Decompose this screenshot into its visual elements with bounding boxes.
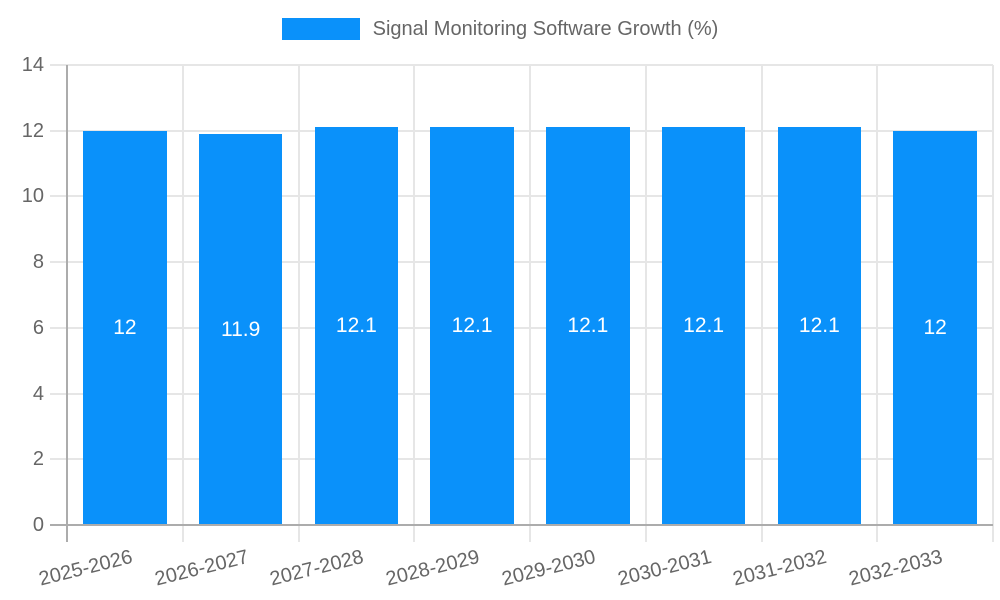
gridline-horizontal (50, 392, 993, 395)
y-tick-label: 12 (21, 119, 44, 142)
bar-value-label: 12 (113, 315, 137, 339)
gridline-horizontal (50, 326, 993, 329)
y-tick-label: 14 (21, 54, 44, 76)
x-tick-label: 2029-2030 (499, 545, 598, 591)
chart-legend: Signal Monitoring Software Growth (%) (0, 16, 1000, 42)
bar (893, 130, 977, 525)
bar (198, 134, 283, 525)
gridline-vertical (529, 65, 531, 542)
x-tick-label: 2030-2031 (615, 545, 714, 591)
bar (546, 127, 630, 525)
bar-value-label: 11.9 (220, 317, 261, 341)
bar-value-label: 12.1 (335, 314, 377, 338)
y-tick-label: 2 (32, 448, 44, 471)
bar (430, 127, 514, 525)
gridline-vertical (760, 65, 763, 542)
bar-value-label: 12 (923, 315, 947, 339)
x-tick-label: 2026-2027 (152, 545, 251, 591)
gridline-horizontal (50, 64, 993, 66)
bar (314, 127, 399, 525)
bar (661, 127, 746, 525)
x-tick-label: 2028-2029 (383, 545, 482, 591)
gridline-vertical (992, 65, 994, 542)
gridline-horizontal (50, 261, 993, 264)
gridline-vertical (644, 65, 647, 542)
gridline-vertical (297, 65, 300, 542)
bar (83, 130, 167, 525)
bar-value-label: 12.1 (567, 314, 609, 338)
gridline-vertical (876, 65, 879, 542)
legend-item[interactable]: Signal Monitoring Software Growth (%) (281, 16, 719, 42)
x-tick-label: 2031-2032 (731, 545, 830, 591)
gridline-horizontal (50, 195, 993, 198)
y-tick-label: 6 (32, 316, 44, 339)
y-axis-line (66, 65, 68, 542)
bar-value-label: 12.1 (683, 314, 725, 338)
x-tick-label: 2025-2026 (36, 545, 135, 591)
legend-swatch-icon (281, 18, 360, 40)
y-tick-label: 8 (32, 251, 44, 274)
gridline-vertical (413, 65, 416, 542)
x-tick-label: 2027-2028 (268, 545, 367, 591)
y-tick-label: 4 (32, 382, 44, 405)
x-tick-label: 2032-2033 (846, 545, 945, 591)
gridline-horizontal (50, 129, 993, 132)
x-axis-line (50, 524, 993, 526)
bar-value-label: 12.1 (798, 314, 840, 338)
y-tick-label: 0 (32, 514, 44, 536)
y-tick-label: 10 (21, 185, 44, 208)
bar (777, 127, 862, 525)
legend-label: Signal Monitoring Software Growth (%) (372, 18, 719, 40)
gridline-vertical (181, 65, 184, 542)
bar-value-label: 12.1 (451, 314, 493, 338)
gridline-horizontal (50, 458, 993, 461)
